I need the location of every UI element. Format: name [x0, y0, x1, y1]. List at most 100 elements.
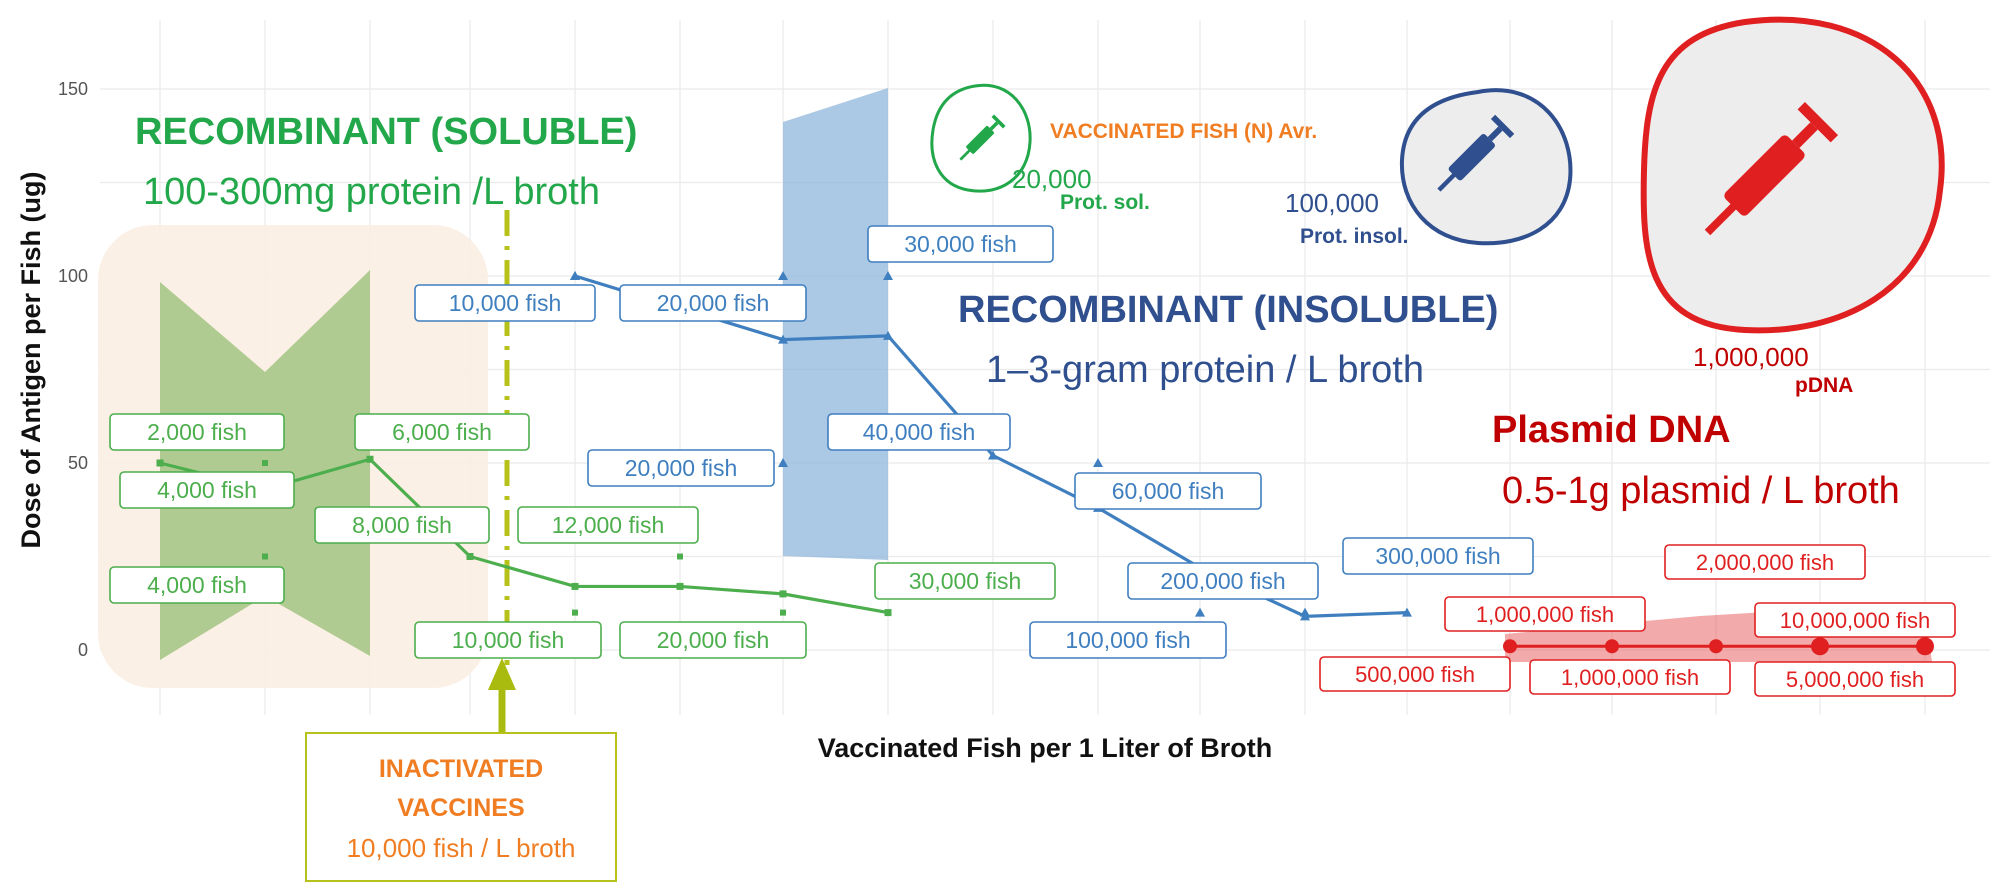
data-point — [884, 609, 892, 617]
point-label-red: 1,000,000 fish — [1444, 596, 1646, 632]
range-marker — [778, 458, 788, 467]
point-label-green: 30,000 fish — [874, 562, 1056, 600]
point-label-red: 1,000,000 fish — [1529, 659, 1731, 695]
bubble-protein-insoluble — [1399, 88, 1573, 246]
y-tick-label: 0 — [78, 640, 88, 660]
point-label-blue: 10,000 fish — [414, 284, 596, 322]
point-label-text: 8,000 fish — [352, 512, 452, 538]
inactivated-arrow-head — [488, 658, 516, 690]
range-marker — [778, 271, 788, 280]
point-label-text: 10,000 fish — [452, 627, 565, 653]
bubble-pdna-value: 1,000,000 — [1693, 342, 1809, 372]
point-label-green: 8,000 fish — [314, 506, 490, 544]
range-marker — [1093, 458, 1103, 467]
y-axis-title: Dose of Antigen per Fish (ug) — [16, 172, 46, 549]
legend-title: VACCINATED FISH (N) Avr. — [1050, 120, 1317, 143]
point-label-text: 300,000 fish — [1375, 543, 1500, 569]
range-marker — [780, 609, 786, 616]
insoluble-range-band — [783, 88, 888, 560]
point-label-red: 2,000,000 fish — [1664, 544, 1866, 580]
y-tick-label: 100 — [58, 266, 88, 286]
point-label-text: 100,000 fish — [1065, 627, 1190, 653]
point-label-text: 20,000 fish — [657, 627, 770, 653]
data-point — [778, 334, 788, 344]
point-label-text: 60,000 fish — [1112, 478, 1225, 504]
point-label-green: 20,000 fish — [619, 621, 807, 659]
inactivated-box — [305, 732, 617, 882]
point-label-text: 1,000,000 fish — [1476, 602, 1614, 627]
soluble-subtitle: 100-300mg protein /L broth — [143, 171, 600, 213]
point-label-text: 40,000 fish — [863, 419, 976, 445]
insoluble-title: RECOMBINANT (INSOLUBLE) — [958, 289, 1498, 331]
point-label-text: 30,000 fish — [904, 231, 1017, 257]
point-label-text: 10,000,000 fish — [1780, 608, 1930, 633]
point-label-green: 4,000 fish — [119, 471, 295, 509]
point-label-green: 12,000 fish — [517, 506, 699, 544]
point-label-text: 12,000 fish — [552, 512, 665, 538]
data-point — [1709, 639, 1723, 654]
data-point — [883, 330, 893, 340]
bubble-sol-name: Prot. sol. — [1060, 191, 1150, 214]
point-label-text: 4,000 fish — [147, 572, 247, 598]
point-label-red: 500,000 fish — [1319, 656, 1511, 692]
point-label-blue: 30,000 fish — [867, 225, 1054, 263]
plasmid-subtitle: 0.5-1g plasmid / L broth — [1502, 470, 1900, 512]
point-label-green: 10,000 fish — [414, 621, 602, 659]
data-point — [1402, 607, 1412, 617]
range-marker — [262, 460, 268, 466]
data-point — [676, 582, 684, 590]
series-line-recombinant-insoluble — [574, 274, 1408, 618]
y-tick-label: 50 — [68, 453, 88, 473]
plasmid-title: Plasmid DNA — [1492, 409, 1731, 451]
point-label-text: 20,000 fish — [625, 455, 738, 481]
point-label-blue: 300,000 fish — [1342, 537, 1534, 575]
point-label-text: 10,000 fish — [449, 290, 562, 316]
data-point — [571, 582, 579, 590]
range-marker — [677, 553, 683, 560]
data-point — [366, 455, 374, 463]
data-point — [779, 590, 787, 598]
inactivated-title-2: VACCINES — [397, 794, 524, 822]
bubble-pdna-name: pDNA — [1795, 374, 1853, 397]
range-marker — [1916, 637, 1934, 656]
point-label-green: 6,000 fish — [354, 413, 530, 451]
point-labels: 2,000 fish 6,000 fish 4,000 fish 8,000 fish… — [109, 225, 1956, 697]
point-label-text: 2,000 fish — [147, 419, 247, 445]
bubble-sol-value: 20,000 — [1012, 164, 1092, 194]
point-label-blue: 60,000 fish — [1074, 472, 1262, 510]
x-axis-title: Vaccinated Fish per 1 Liter of Broth — [818, 733, 1273, 763]
range-marker — [157, 460, 163, 466]
y-axis: 0 50 100 150 — [58, 79, 88, 660]
point-label-blue: 200,000 fish — [1127, 562, 1319, 600]
point-label-text: 30,000 fish — [909, 568, 1022, 594]
point-label-text: 500,000 fish — [1355, 662, 1475, 687]
data-point — [1605, 639, 1619, 654]
y-tick-label: 150 — [58, 79, 88, 99]
soluble-title: RECOMBINANT (SOLUBLE) — [135, 111, 637, 153]
insoluble-subtitle: 1–3-gram protein / L broth — [986, 349, 1424, 391]
point-label-text: 20,000 fish — [657, 290, 770, 316]
point-label-blue: 40,000 fish — [827, 413, 1011, 451]
point-label-red: 5,000,000 fish — [1754, 661, 1956, 697]
point-label-blue: 20,000 fish — [619, 284, 807, 322]
point-label-text: 5,000,000 fish — [1786, 667, 1924, 692]
point-label-red: 10,000,000 fish — [1754, 602, 1956, 638]
syringe-icon — [1704, 101, 1839, 236]
inactivated-sub: 10,000 fish / L broth — [347, 833, 576, 863]
range-marker — [1195, 607, 1205, 617]
point-label-green: 2,000 fish — [109, 413, 285, 451]
range-marker — [1811, 637, 1829, 656]
bubble-pdna — [1640, 16, 1945, 334]
point-label-text: 2,000,000 fish — [1696, 550, 1834, 575]
point-label-blue: 100,000 fish — [1029, 621, 1227, 659]
bubble-insol-value: 100,000 — [1285, 188, 1379, 218]
point-label-text: 6,000 fish — [392, 419, 492, 445]
data-point — [1503, 639, 1517, 654]
point-label-text: 1,000,000 fish — [1561, 665, 1699, 690]
point-label-text: 4,000 fish — [157, 477, 257, 503]
range-marker — [570, 271, 580, 280]
data-point — [988, 450, 998, 460]
syringe-icon — [1437, 114, 1515, 192]
point-label-green: 4,000 fish — [109, 566, 285, 604]
